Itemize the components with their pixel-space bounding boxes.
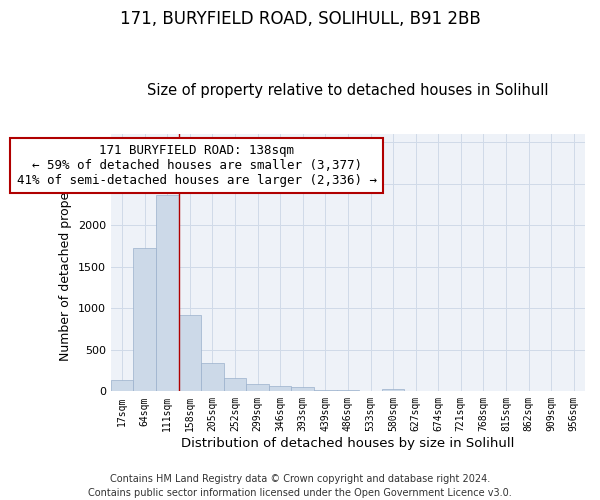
Bar: [337, 390, 359, 392]
Bar: [314, 390, 337, 392]
Bar: [269, 386, 292, 392]
Text: Contains HM Land Registry data © Crown copyright and database right 2024.
Contai: Contains HM Land Registry data © Crown c…: [88, 474, 512, 498]
Bar: [292, 387, 314, 392]
Text: 171, BURYFIELD ROAD, SOLIHULL, B91 2BB: 171, BURYFIELD ROAD, SOLIHULL, B91 2BB: [119, 10, 481, 28]
Bar: [201, 363, 224, 392]
Bar: [179, 315, 201, 392]
Bar: [224, 378, 247, 392]
Title: Size of property relative to detached houses in Solihull: Size of property relative to detached ho…: [147, 83, 548, 98]
Bar: [156, 194, 179, 392]
Bar: [247, 384, 269, 392]
Bar: [133, 248, 156, 392]
Bar: [111, 380, 133, 392]
Y-axis label: Number of detached properties: Number of detached properties: [59, 164, 73, 361]
Text: 171 BURYFIELD ROAD: 138sqm
← 59% of detached houses are smaller (3,377)
41% of s: 171 BURYFIELD ROAD: 138sqm ← 59% of deta…: [17, 144, 377, 187]
Bar: [382, 389, 404, 392]
X-axis label: Distribution of detached houses by size in Solihull: Distribution of detached houses by size …: [181, 437, 515, 450]
